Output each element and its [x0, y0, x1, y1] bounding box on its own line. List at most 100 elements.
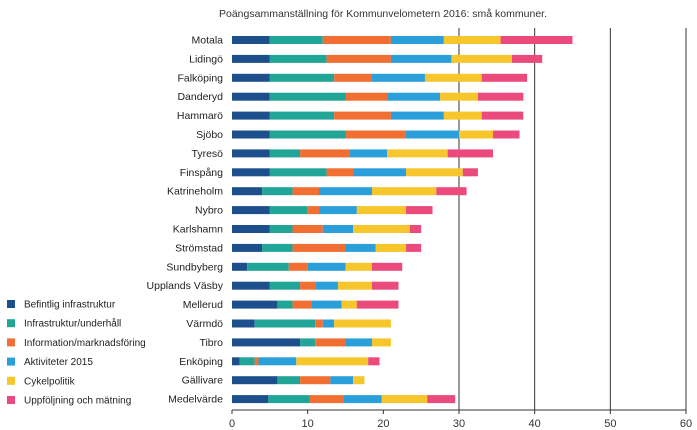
legend-swatch-2: [7, 338, 15, 347]
bar-segment-2-0: [232, 73, 270, 82]
bar-segment-8-0: [232, 187, 263, 196]
bar-segment-6-3: [349, 149, 388, 158]
bar-segment-16-0: [232, 338, 301, 347]
category-labels: Motala Lidingö Falköping Danderyd Hammarö Sjö…: [147, 35, 224, 406]
bar-segment-10-3: [322, 225, 354, 233]
bar-segment-15-3: [322, 319, 335, 328]
bar-segment-3-4: [440, 92, 478, 101]
bar-segment-8-4: [371, 187, 437, 196]
bar-segment-10-5: [409, 225, 422, 233]
bar-group-16: [232, 338, 391, 347]
bar-segment-1-3: [390, 54, 452, 63]
bar-segment-11-4: [375, 243, 407, 252]
bar-segment-3-2: [345, 92, 388, 101]
category-label-2: Falköping: [177, 72, 223, 84]
bar-segment-16-2: [315, 338, 346, 347]
legend-swatch-5: [7, 396, 15, 404]
bar-group-6: [232, 149, 494, 158]
legend-label-1: Infrastruktur/underhåll: [24, 318, 121, 330]
bar-segment-9-2: [307, 206, 320, 215]
bar-segment-19-5: [427, 395, 456, 404]
bar-segment-13-1: [269, 281, 301, 290]
legend-label-3: Aktiviteter 2015: [24, 357, 93, 368]
bar-group-12: [232, 262, 403, 271]
bar-segment-17-1: [239, 357, 255, 366]
bar-segment-13-3: [315, 281, 338, 290]
bar-segment-14-4: [341, 300, 357, 309]
x-tick-label-0: 0: [229, 418, 235, 430]
bar-segment-5-5: [493, 130, 520, 139]
bar-segment-19-1: [268, 395, 310, 404]
bar-group-3: [232, 92, 524, 101]
category-label-19: Medelvärde: [168, 394, 223, 406]
bar-segment-6-2: [300, 149, 350, 158]
bar-segment-4-1: [269, 111, 335, 120]
bar-segment-16-3: [345, 338, 372, 347]
category-label-1: Lidingö: [189, 53, 223, 65]
bar-segment-7-3: [353, 168, 407, 177]
bar-segment-14-5: [356, 300, 399, 309]
x-tick-label-1: 10: [302, 418, 314, 430]
bar-group-17: [232, 357, 380, 366]
bar-segment-6-5: [447, 149, 494, 158]
bar-segment-17-4: [296, 357, 369, 366]
bar-segment-9-0: [232, 206, 270, 215]
bar-segment-8-5: [436, 187, 467, 196]
bar-segment-1-0: [232, 54, 270, 63]
bar-segment-5-1: [269, 130, 346, 139]
bar-group-8: [232, 187, 467, 196]
bar-segment-5-4: [459, 130, 494, 139]
x-tick-label-5: 50: [604, 418, 616, 430]
bar-segment-10-0: [232, 225, 270, 233]
bar-segment-9-5: [406, 206, 433, 215]
legend-swatch-4: [7, 376, 15, 385]
bar-segment-4-5: [481, 111, 524, 120]
bar-segment-8-2: [292, 187, 320, 196]
bar-segment-13-5: [371, 281, 399, 290]
bar-segment-12-0: [232, 262, 248, 271]
x-tick-label-2: 20: [377, 418, 389, 430]
category-label-18: Gällivare: [182, 375, 224, 387]
bar-segment-3-0: [232, 92, 270, 101]
bar-segment-14-1: [277, 300, 293, 309]
bar-group-1: [232, 54, 543, 63]
category-label-4: Hammarö: [177, 110, 223, 122]
legend-swatch-3: [7, 357, 15, 366]
bar-segment-5-0: [232, 130, 270, 139]
bar-segment-10-4: [353, 225, 410, 233]
bar-segment-13-0: [232, 281, 270, 290]
bar-segment-19-0: [232, 395, 269, 404]
bar-segment-19-2: [309, 395, 344, 404]
bar-segment-7-5: [462, 168, 478, 177]
bar-segment-18-1: [277, 376, 301, 385]
bar-segment-7-0: [232, 168, 270, 177]
bar-segment-11-0: [232, 243, 263, 252]
x-tick-label-3: 30: [453, 418, 465, 430]
bar-segment-18-3: [330, 376, 354, 385]
bar-segment-5-2: [345, 130, 407, 139]
bar-segment-18-0: [232, 376, 278, 385]
bars-layer: [232, 36, 573, 404]
bar-segment-4-4: [443, 111, 482, 120]
category-label-11: Strömstad: [175, 242, 223, 254]
bar-segment-7-4: [406, 168, 463, 177]
bar-segment-2-1: [269, 73, 335, 82]
bar-segment-0-4: [443, 36, 501, 44]
bar-segment-8-1: [262, 187, 293, 196]
bar-segment-9-1: [269, 206, 308, 215]
bar-group-9: [232, 206, 433, 215]
bar-segment-6-1: [269, 149, 301, 158]
bar-group-0: [232, 36, 573, 44]
bar-segment-2-3: [371, 73, 425, 82]
bar-segment-16-1: [300, 338, 316, 347]
grid-layer: [458, 28, 687, 410]
x-tick-label-4: 40: [529, 418, 541, 430]
bar-segment-11-3: [345, 243, 376, 252]
bar-segment-13-4: [337, 281, 372, 290]
bar-segment-0-2: [322, 36, 391, 44]
bar-segment-10-2: [292, 225, 323, 233]
bar-segment-15-0: [232, 319, 255, 328]
x-axis: 0 10 20 30 40 50 60: [229, 409, 692, 430]
bar-group-7: [232, 168, 478, 177]
